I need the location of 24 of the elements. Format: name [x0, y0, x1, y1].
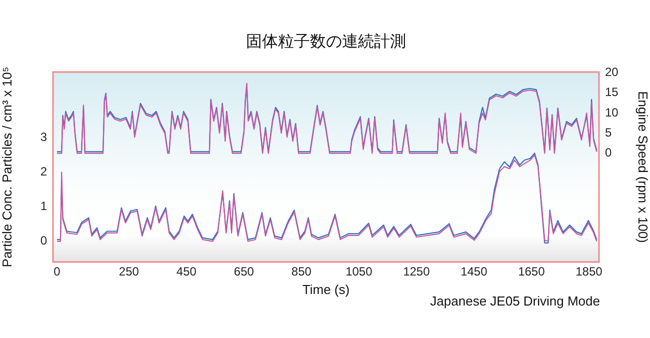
y-tick-label: 3	[40, 130, 48, 144]
x-tick-label: 450	[176, 264, 197, 279]
x-tick-label: 1650	[518, 264, 546, 279]
y-tick-label: 0	[40, 234, 48, 248]
chart-title: 固体粒子数の連続計測	[246, 32, 406, 50]
x-tick-label: 1050	[346, 264, 373, 279]
y-axis-title: Particle Conc. Particles / cm³ x 10⁵	[0, 66, 14, 268]
y2-tick-label: 10	[605, 105, 619, 120]
x-tick-label: 0	[54, 264, 61, 279]
y-tick-label: 2	[40, 164, 48, 178]
y2-tick-label: 20	[605, 65, 619, 80]
x-tick-label: 1450	[460, 264, 488, 279]
x-axis-title: Time (s)	[302, 282, 350, 297]
x-tick-label: 850	[291, 264, 312, 279]
x-tick-label: 650	[234, 264, 254, 279]
y2-axis-title: Engine Speed (rpm x 100)	[636, 91, 650, 243]
y2-tick-label: 0	[605, 146, 612, 160]
x-tick-label: 1250	[403, 264, 430, 279]
y-tick-label: 1	[40, 199, 48, 214]
x-tick-label: 1850	[576, 264, 603, 279]
text: Japanese JE05 Driving Mode	[430, 294, 600, 309]
y2-tick-label: 5	[605, 126, 612, 140]
x-tick-label: 250	[118, 264, 140, 279]
y2-tick-label: 15	[605, 85, 619, 100]
